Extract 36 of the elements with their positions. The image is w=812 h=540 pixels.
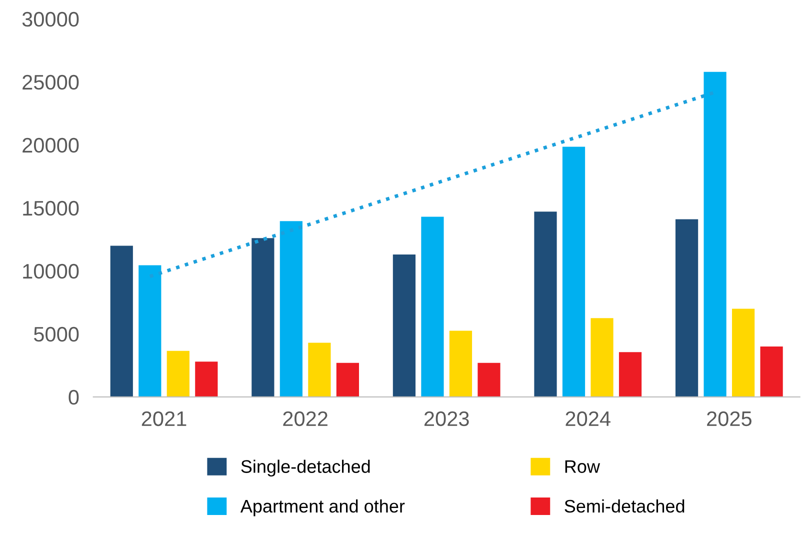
x-tick-label: 2021 (142, 411, 186, 426)
x-tick-label: 2025 (707, 411, 752, 426)
y-tick-label: 20000 (22, 138, 79, 153)
y-tick-label: 25000 (22, 74, 79, 90)
bar (195, 362, 218, 397)
legend-label: Row (565, 460, 600, 473)
bar (590, 318, 614, 397)
bar (308, 342, 331, 397)
y-tick-label: 15000 (23, 200, 79, 216)
y-tick-label: 30000 (22, 12, 79, 27)
legend-label: Semi-detached (564, 499, 684, 513)
bar (478, 362, 500, 397)
bar (760, 346, 783, 397)
bar (449, 330, 472, 397)
bar (675, 219, 698, 397)
bar (110, 246, 133, 397)
bar (392, 254, 416, 397)
bar (732, 308, 755, 397)
x-tick-label: 2023 (424, 411, 469, 426)
bar (562, 146, 586, 397)
x-tick-label: 2024 (566, 411, 610, 426)
bar (280, 221, 302, 397)
bar (252, 238, 274, 397)
y-tick-label: 10000 (23, 264, 79, 279)
bar (336, 362, 359, 397)
bar (166, 350, 190, 397)
bar (534, 212, 557, 397)
y-tick-label: 5000 (34, 326, 79, 342)
bar (421, 216, 444, 397)
bar (138, 265, 162, 397)
x-tick-label: 2022 (283, 411, 328, 426)
bar (704, 72, 726, 397)
legend-label: Single-detached (241, 460, 370, 477)
y-tick-label: 0 (68, 390, 79, 405)
legend-label: Apartment and other (240, 499, 405, 516)
bar (618, 352, 642, 397)
